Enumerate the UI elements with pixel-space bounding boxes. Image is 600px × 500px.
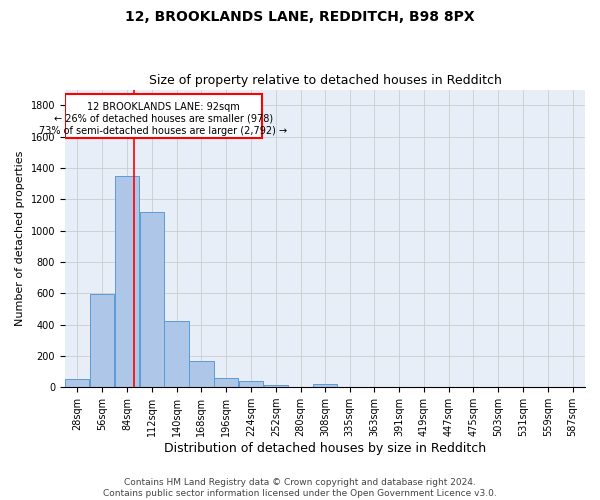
Bar	[214, 378, 238, 387]
Y-axis label: Number of detached properties: Number of detached properties	[15, 150, 25, 326]
Text: Contains HM Land Registry data © Crown copyright and database right 2024.
Contai: Contains HM Land Registry data © Crown c…	[103, 478, 497, 498]
Text: 73% of semi-detached houses are larger (2,792) →: 73% of semi-detached houses are larger (…	[39, 126, 287, 136]
Title: Size of property relative to detached houses in Redditch: Size of property relative to detached ho…	[149, 74, 502, 87]
X-axis label: Distribution of detached houses by size in Redditch: Distribution of detached houses by size …	[164, 442, 486, 455]
Text: 12 BROOKLANDS LANE: 92sqm: 12 BROOKLANDS LANE: 92sqm	[87, 102, 239, 112]
Bar	[189, 360, 214, 387]
Bar	[239, 381, 263, 387]
Bar	[263, 385, 288, 387]
Bar	[90, 294, 114, 387]
Bar	[65, 380, 89, 387]
Bar	[164, 320, 189, 387]
Bar	[140, 212, 164, 387]
Text: ← 26% of detached houses are smaller (978): ← 26% of detached houses are smaller (97…	[53, 114, 273, 124]
Bar	[313, 384, 337, 387]
Text: 12, BROOKLANDS LANE, REDDITCH, B98 8PX: 12, BROOKLANDS LANE, REDDITCH, B98 8PX	[125, 10, 475, 24]
Bar	[65, 94, 262, 138]
Bar	[115, 176, 139, 387]
